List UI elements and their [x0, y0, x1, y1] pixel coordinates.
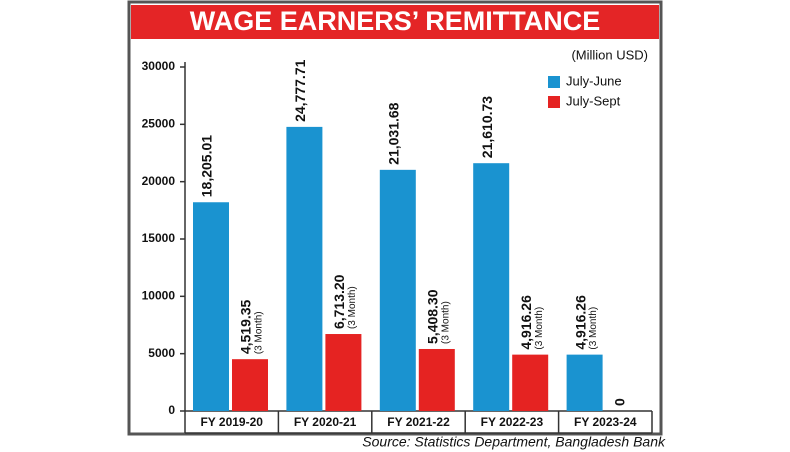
- title-banner: [131, 5, 659, 39]
- bar: [379, 169, 416, 411]
- x-tick-label: FY 2021-22: [387, 415, 450, 429]
- unit-label: (Million USD): [571, 47, 648, 62]
- x-tick-label: FY 2019-20: [200, 415, 263, 429]
- legend-label: July-Sept: [566, 93, 621, 108]
- y-tick-label: 10000: [142, 289, 176, 303]
- bar: [286, 126, 323, 411]
- legend-label: July-June: [566, 73, 622, 88]
- legend-swatch: [548, 76, 560, 88]
- bar: [473, 163, 510, 411]
- y-tick-label: 0: [168, 403, 175, 417]
- y-tick-label: 5000: [148, 346, 175, 360]
- y-tick-label: 25000: [142, 117, 176, 131]
- bar: [193, 202, 229, 411]
- value-label: 18,205.01: [199, 135, 215, 197]
- value-note: (3 Month): [347, 286, 358, 329]
- value-label: 4,916.26: [518, 295, 534, 350]
- value-label: 0: [611, 398, 627, 406]
- bar: [325, 334, 362, 411]
- chart-title: WAGE EARNERS’ REMITTANCE: [190, 6, 601, 36]
- bar: [418, 348, 455, 411]
- y-tick-label: 20000: [142, 174, 176, 188]
- x-tick-label: FY 2020-21: [294, 415, 357, 429]
- source: Source: Statistics Department, Banglades…: [362, 434, 666, 450]
- y-tick-label: 30000: [142, 59, 176, 73]
- value-note: (3 Month): [440, 301, 451, 344]
- y-tick-label: 15000: [142, 231, 176, 245]
- value-note: (3 Month): [588, 307, 599, 350]
- bar: [566, 354, 603, 411]
- value-label: 4,519.35: [238, 299, 254, 354]
- value-label: 6,713.20: [331, 274, 347, 329]
- value-label: 21,031.68: [386, 102, 402, 164]
- bar: [512, 354, 549, 411]
- value-label: 4,916.26: [572, 295, 588, 350]
- value-note: (3 Month): [534, 307, 545, 350]
- legend-swatch: [548, 96, 560, 108]
- bar: [232, 359, 268, 411]
- x-tick-label: FY 2023-24: [574, 415, 637, 429]
- value-label: 24,777.71: [292, 59, 308, 121]
- x-tick-label: FY 2022-23: [481, 415, 544, 429]
- value-label: 21,610.73: [479, 96, 495, 158]
- value-note: (3 Month): [254, 311, 265, 354]
- value-label: 5,408.30: [425, 289, 441, 344]
